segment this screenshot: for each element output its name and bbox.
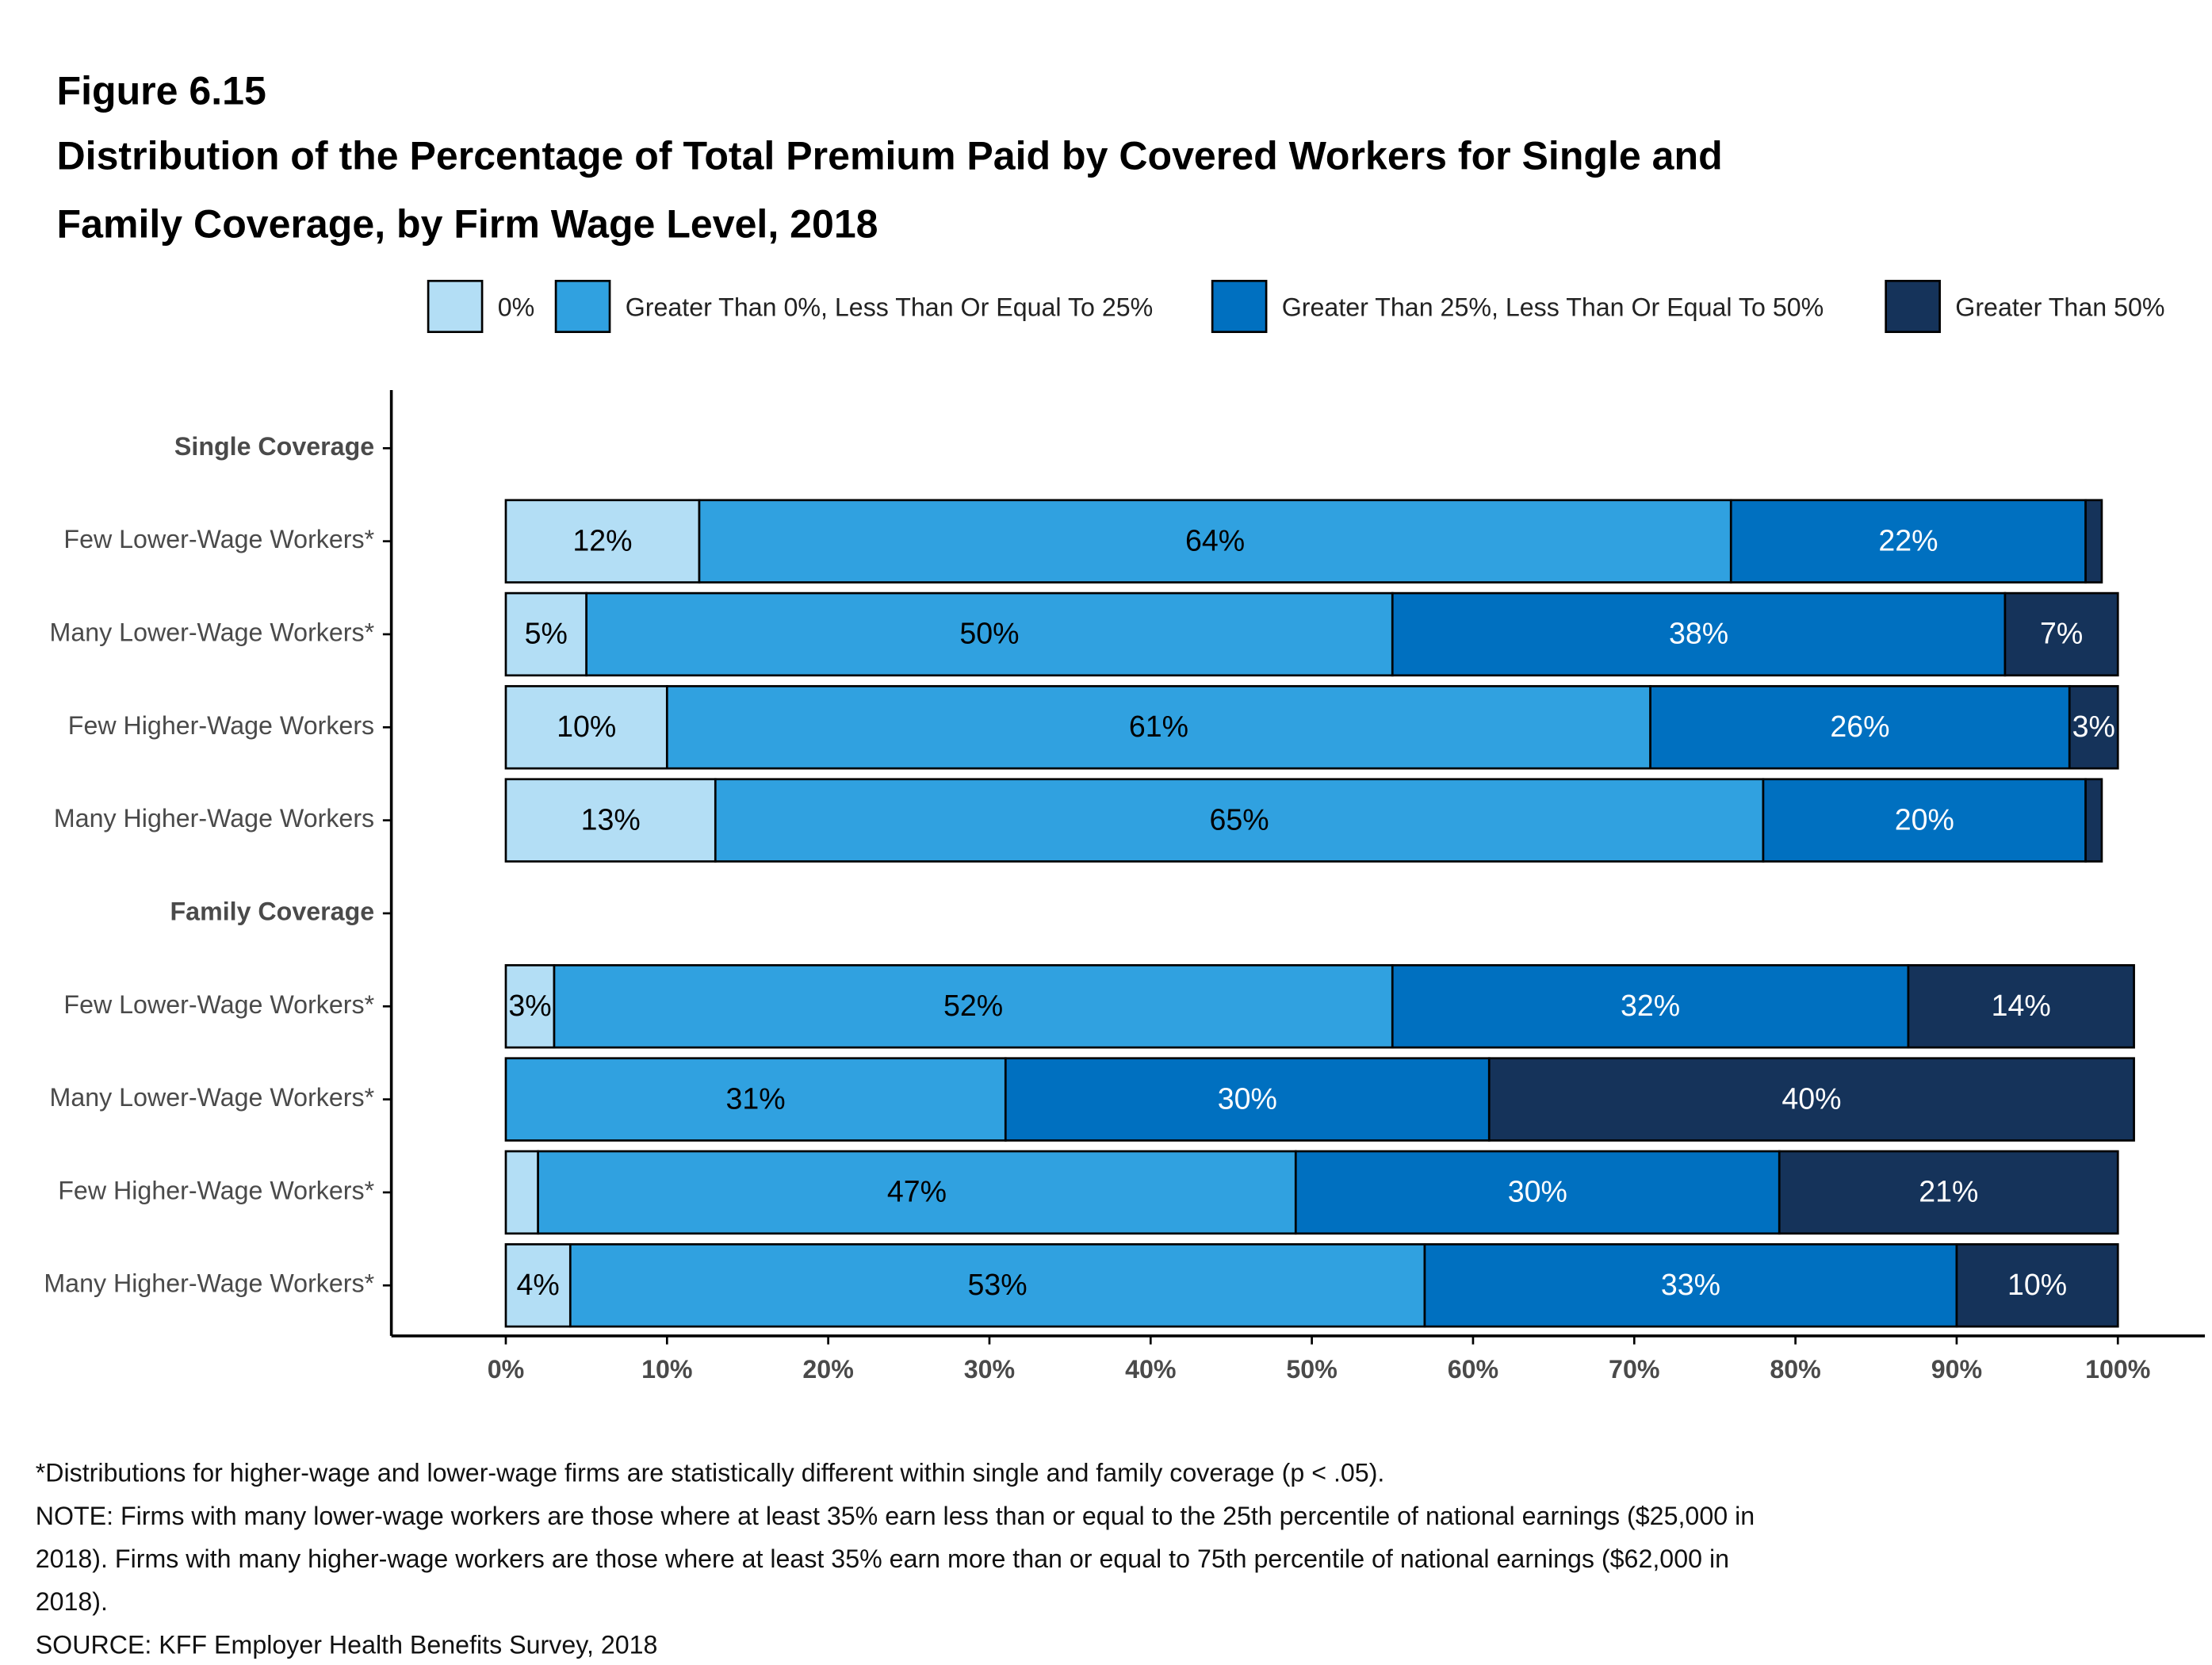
bar-segment <box>504 1150 539 1235</box>
data-label: 26% <box>1830 710 1889 743</box>
data-label: 10% <box>557 710 616 743</box>
chart-title: Distribution of the Percentage of Total … <box>57 134 1723 178</box>
data-label: 5% <box>525 617 568 650</box>
x-tick-label: 90% <box>1931 1355 1982 1384</box>
group-header: Single Coverage <box>174 432 374 461</box>
data-label: 3% <box>2072 710 2115 743</box>
chart-title: Family Coverage, by Firm Wage Level, 201… <box>57 202 878 247</box>
y-tick-label: Few Higher-Wage Workers <box>68 711 374 740</box>
data-label: 53% <box>968 1268 1028 1301</box>
bar-segment <box>2068 685 2119 770</box>
bar-segment <box>504 499 701 584</box>
x-tick-label: 70% <box>1609 1355 1659 1384</box>
data-label: 47% <box>887 1175 947 1208</box>
bar-segment <box>1391 591 2007 677</box>
bar-segment <box>1487 1057 2135 1142</box>
legend-label: Greater Than 25%, Less Than Or Equal To … <box>1282 293 1824 322</box>
bar-segment <box>1649 685 2071 770</box>
bar-segment <box>553 964 1394 1049</box>
data-label: 52% <box>943 989 1003 1022</box>
group-header: Family Coverage <box>170 897 375 925</box>
y-tick-label: Many Lower-Wage Workers* <box>50 618 375 646</box>
data-label: 61% <box>1129 710 1188 743</box>
footnote: NOTE: Firms with many lower-wage workers… <box>36 1502 1755 1530</box>
data-label: 12% <box>572 523 632 557</box>
footnote: 2018). <box>36 1587 108 1616</box>
bar-segment <box>2084 778 2103 863</box>
x-tick-label: 20% <box>802 1355 853 1384</box>
legend-label: Greater Than 0%, Less Than Or Equal To 2… <box>626 293 1154 322</box>
data-label: 31% <box>726 1081 786 1115</box>
y-tick-label: Few Lower-Wage Workers* <box>63 990 374 1019</box>
data-label: 13% <box>581 802 641 836</box>
data-label: 32% <box>1621 989 1680 1022</box>
bar-segment <box>2084 499 2103 584</box>
bar-segment <box>1294 1150 1781 1235</box>
data-label: 50% <box>959 617 1019 650</box>
x-tick-label: 10% <box>641 1355 692 1384</box>
bar-segment <box>2003 591 2119 677</box>
y-tick-label: Many Higher-Wage Workers* <box>44 1269 374 1298</box>
data-label: 40% <box>1781 1081 1841 1115</box>
data-label: 3% <box>508 989 551 1022</box>
bar-segment <box>1907 964 2135 1049</box>
x-tick-label: 100% <box>2085 1355 2150 1384</box>
data-label: 22% <box>1878 523 1938 557</box>
footnote: 2018). Firms with many higher-wage worke… <box>36 1544 1729 1573</box>
data-label: 10% <box>2007 1268 2067 1301</box>
x-tick-label: 80% <box>1770 1355 1820 1384</box>
x-tick-label: 50% <box>1286 1355 1337 1384</box>
figure-label: Figure 6.15 <box>57 68 266 113</box>
y-tick-label: Many Higher-Wage Workers <box>54 804 374 832</box>
x-tick-label: 40% <box>1125 1355 1176 1384</box>
bar-segment <box>1955 1243 2119 1328</box>
bar-segment <box>504 1243 572 1328</box>
footnote: SOURCE: KFF Employer Health Benefits Sur… <box>36 1630 658 1659</box>
legend-label: Greater Than 50% <box>1955 293 2164 322</box>
y-tick-label: Many Lower-Wage Workers* <box>50 1083 375 1112</box>
footnote: *Distributions for higher-wage and lower… <box>36 1459 1385 1487</box>
data-label: 30% <box>1508 1175 1567 1208</box>
data-label: 30% <box>1218 1081 1277 1115</box>
x-tick-label: 30% <box>964 1355 1015 1384</box>
bar-segment <box>504 964 556 1049</box>
x-tick-label: 60% <box>1448 1355 1498 1384</box>
y-tick-label: Few Lower-Wage Workers* <box>63 525 374 553</box>
bar-segment <box>504 778 717 863</box>
data-label: 65% <box>1210 802 1269 836</box>
bar-segment <box>504 591 587 677</box>
legend-swatch <box>1211 279 1268 334</box>
legend-swatch <box>1885 279 1941 334</box>
data-label: 21% <box>1919 1175 1978 1208</box>
bar-segment <box>537 1150 1297 1235</box>
data-label: 14% <box>1992 989 2051 1022</box>
bar-segment <box>1391 964 1910 1049</box>
bar-segment <box>1729 499 2087 584</box>
bar-segment <box>698 499 1732 584</box>
y-tick-label: Few Higher-Wage Workers* <box>58 1176 374 1204</box>
legend-label: 0% <box>498 293 535 322</box>
legend-swatch <box>554 279 611 334</box>
data-label: 20% <box>1895 802 1954 836</box>
bar-segment <box>714 778 1765 863</box>
bar-segment <box>1778 1150 2119 1235</box>
data-label: 64% <box>1185 523 1245 557</box>
bar-segment <box>504 1057 1007 1142</box>
bar-segment <box>1762 778 2087 863</box>
data-label: 38% <box>1669 617 1728 650</box>
data-label: 7% <box>2040 617 2083 650</box>
bar-segment <box>504 685 668 770</box>
data-label: 33% <box>1661 1268 1720 1301</box>
data-label: 4% <box>517 1268 560 1301</box>
legend-swatch <box>427 279 484 334</box>
x-tick-label: 0% <box>488 1355 525 1384</box>
